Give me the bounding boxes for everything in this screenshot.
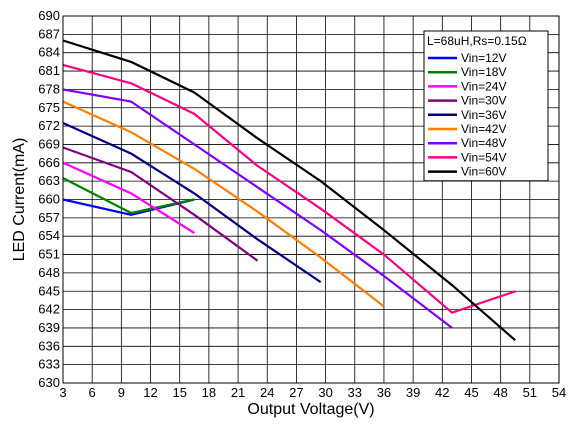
x-tick-labels: 3 6 9 12 15 18 21 24 27 30 33 36 39 42 45 48 51 54 [59, 385, 566, 400]
y-tick-label-3: 639 [38, 320, 60, 335]
x-tick-label-4: 15 [172, 385, 186, 400]
legend-entry-7: Vin=54V [461, 150, 507, 164]
y-tick-label-6: 648 [38, 265, 60, 280]
y-tick-label-17: 681 [38, 63, 60, 78]
x-tick-label-1: 6 [89, 385, 96, 400]
y-tick-label-11: 663 [38, 173, 60, 188]
x-tick-label-0: 3 [59, 385, 66, 400]
y-tick-label-12: 666 [38, 155, 60, 170]
legend-entry-3: Vin=30V [461, 94, 507, 108]
x-tick-label-10: 33 [348, 385, 362, 400]
legend: L=68uH,Rs=0.15Ω Vin=12VVin=18VVin=24VVin… [424, 31, 548, 181]
y-tick-label-16: 678 [38, 81, 60, 96]
y-tick-label-8: 654 [38, 228, 60, 243]
y-tick-label-19: 687 [38, 26, 60, 41]
legend-entry-4: Vin=36V [461, 108, 507, 122]
x-tick-label-8: 27 [289, 385, 303, 400]
legend-entry-8: Vin=60V [461, 165, 507, 179]
x-tick-label-14: 45 [464, 385, 478, 400]
x-axis-label: Output Voltage(V) [247, 401, 374, 418]
series-line-vin-24v [63, 163, 194, 233]
y-tick-label-15: 675 [38, 100, 60, 115]
legend-entry-0: Vin=12V [461, 51, 507, 65]
series-line-vin-42v [63, 102, 384, 307]
x-tick-label-2: 9 [118, 385, 125, 400]
y-tick-label-20: 690 [38, 8, 60, 23]
y-tick-label-0: 630 [38, 375, 60, 390]
y-tick-label-5: 645 [38, 283, 60, 298]
y-tick-labels: 630 633 636 639 642 645 648 651 654 657 660 663 666 6… [38, 8, 60, 390]
y-tick-label-13: 669 [38, 136, 60, 151]
x-tick-label-5: 18 [202, 385, 216, 400]
legend-entry-5: Vin=42V [461, 122, 507, 136]
x-tick-label-12: 39 [406, 385, 420, 400]
y-tick-label-2: 636 [38, 338, 60, 353]
legend-title: L=68uH,Rs=0.15Ω [427, 34, 527, 48]
x-tick-label-7: 24 [260, 385, 274, 400]
x-tick-label-6: 21 [231, 385, 245, 400]
x-tick-label-11: 36 [377, 385, 391, 400]
y-tick-label-9: 657 [38, 210, 60, 225]
x-tick-label-17: 54 [552, 385, 566, 400]
x-tick-label-16: 51 [523, 385, 537, 400]
y-tick-label-18: 684 [38, 45, 60, 60]
x-tick-label-13: 42 [435, 385, 449, 400]
legend-entry-6: Vin=48V [461, 136, 507, 150]
x-tick-label-9: 30 [318, 385, 332, 400]
legend-entry-2: Vin=24V [461, 79, 507, 93]
y-tick-label-14: 672 [38, 118, 60, 133]
y-tick-label-4: 642 [38, 302, 60, 317]
x-tick-label-3: 12 [143, 385, 157, 400]
y-tick-label-7: 651 [38, 247, 60, 262]
y-tick-label-10: 660 [38, 192, 60, 207]
y-tick-label-1: 633 [38, 357, 60, 372]
series-line-vin-18v [63, 178, 194, 213]
x-tick-label-15: 48 [493, 385, 507, 400]
y-axis-label: LED Current(mA) [11, 138, 28, 262]
series-line-vin-36v [63, 123, 321, 282]
legend-entry-1: Vin=18V [461, 65, 507, 79]
